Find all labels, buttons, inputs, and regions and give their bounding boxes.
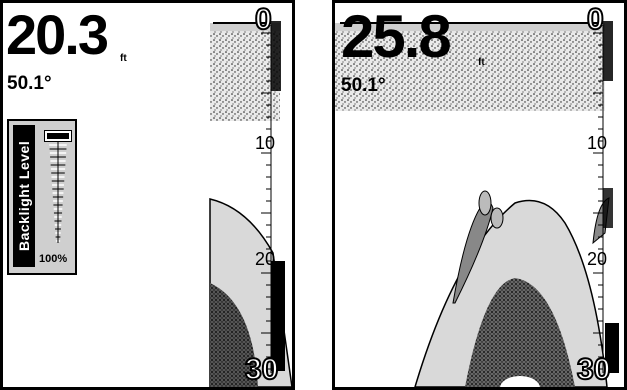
left-sonar-chart	[209, 3, 292, 387]
fish-arch-3	[490, 207, 504, 229]
surface-band	[335, 23, 605, 33]
scale-mid1-label: 10	[255, 133, 276, 153]
scale-ticks	[593, 32, 603, 370]
scale-top-label: 0	[254, 3, 273, 36]
scale-top-label: 0	[586, 3, 605, 36]
depth-readout: 25.8	[341, 3, 452, 70]
depth-readout: 20.3	[6, 3, 109, 66]
backlight-slider-track[interactable]	[47, 133, 69, 243]
left-sonar-screen: 20.3 ft 50.1° 0 10 20 30 Backlight Level…	[0, 0, 295, 390]
backlight-label: Backlight Level	[13, 125, 35, 267]
scale-mid1-label: 10	[587, 133, 608, 153]
amplitude-top	[271, 21, 281, 91]
bottom-return	[465, 278, 575, 387]
amplitude-bottom	[271, 261, 285, 371]
bottom-hole	[500, 376, 540, 387]
surface-clutter	[210, 31, 280, 121]
surface-band	[210, 23, 280, 33]
bottom-return	[210, 283, 258, 387]
backlight-percent: 100%	[39, 253, 68, 265]
surface-clutter	[335, 31, 605, 111]
scale-mid2-label: 20	[255, 249, 276, 269]
right-sonar-chart	[335, 21, 619, 387]
depth-unit: ft	[478, 57, 485, 68]
temperature-readout: 50.1°	[341, 75, 386, 96]
scale-bottom-label: 30	[576, 353, 611, 386]
backlight-level-popup[interactable]: Backlight Level 100%	[7, 119, 77, 275]
scale-mid2-label: 20	[587, 249, 608, 269]
amplitude-mid	[603, 188, 613, 228]
fish-arch-2	[478, 190, 492, 216]
depth-unit: ft	[120, 53, 127, 64]
right-sonar-screen: 25.8 ft 50.1° 0 10 20 30	[332, 0, 627, 390]
scale-ticks	[261, 32, 271, 370]
amplitude-top	[603, 21, 613, 81]
amplitude-bottom	[605, 323, 619, 373]
backlight-slider-thumb[interactable]	[44, 130, 72, 142]
temperature-readout: 50.1°	[7, 73, 52, 94]
scale-bottom-label: 30	[244, 353, 279, 386]
